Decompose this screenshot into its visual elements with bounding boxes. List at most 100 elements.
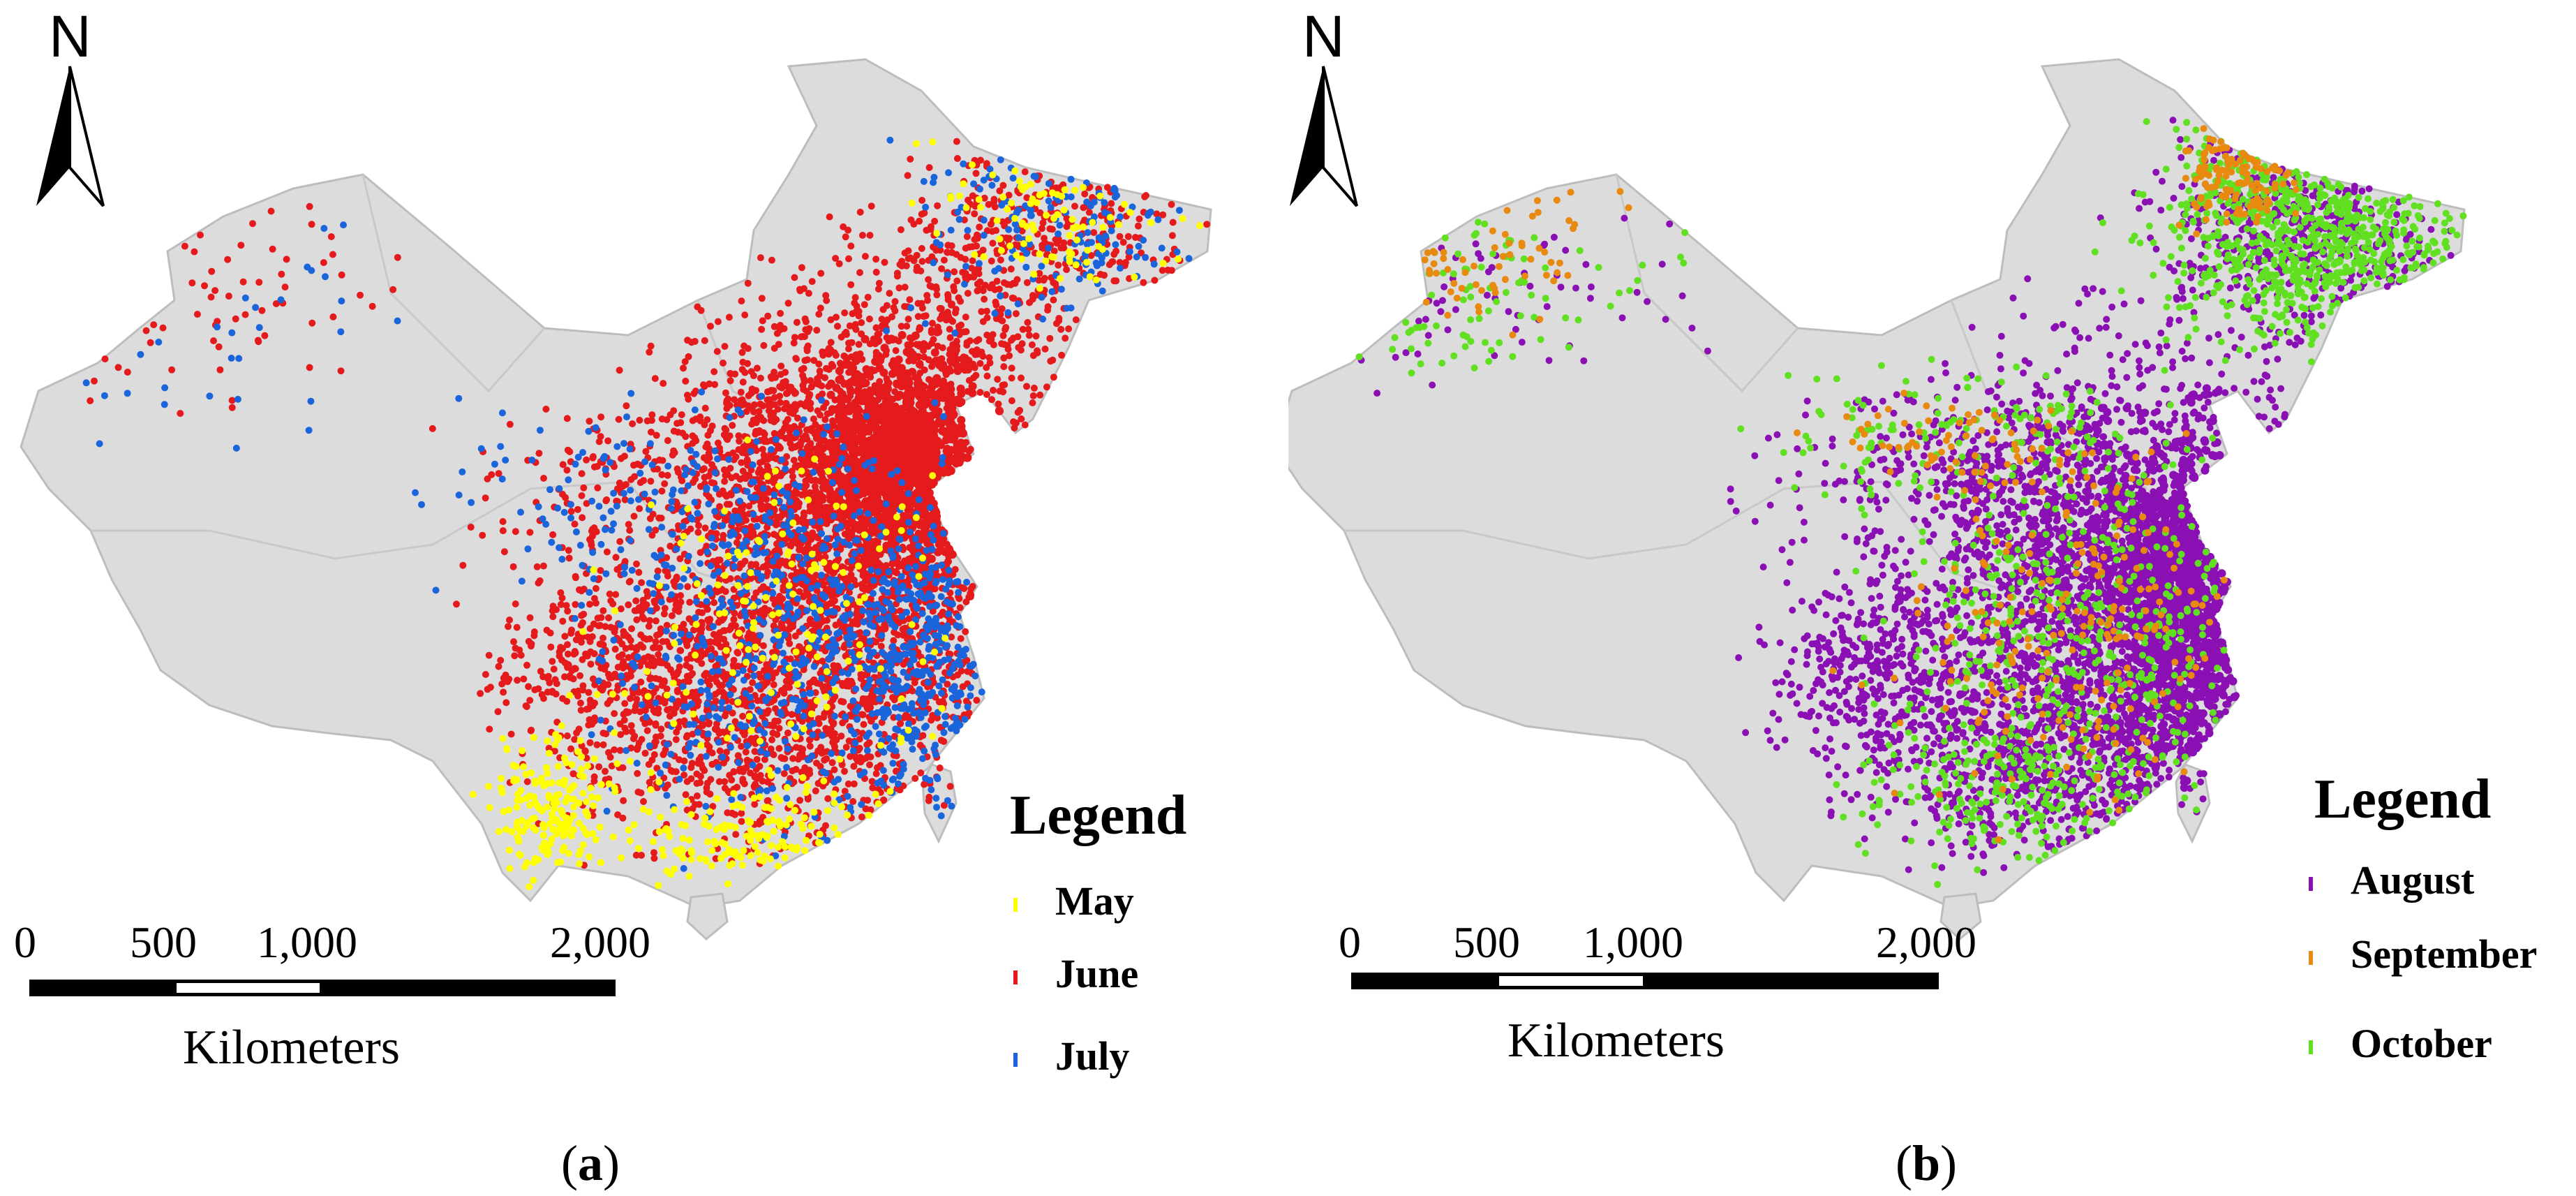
observation-point: [865, 695, 872, 702]
observation-point: [751, 773, 759, 781]
observation-point: [810, 415, 817, 423]
observation-point: [847, 712, 855, 720]
observation-point: [710, 599, 718, 607]
observation-point: [834, 323, 841, 330]
observation-point: [695, 756, 703, 764]
observation-point: [683, 392, 691, 399]
observation-point: [768, 256, 775, 264]
observation-point: [600, 634, 606, 642]
observation-point: [864, 797, 872, 804]
observation-point: [561, 633, 569, 640]
observation-point: [740, 443, 747, 451]
observation-point: [835, 375, 844, 384]
observation-point: [794, 414, 801, 422]
observation-point: [831, 743, 839, 751]
observation-point: [557, 600, 565, 608]
observation-points-a: [82, 136, 1211, 891]
observation-point: [819, 657, 826, 665]
observation-point: [597, 614, 605, 621]
observation-point: [675, 679, 683, 686]
observation-point: [537, 667, 544, 675]
observation-point: [847, 242, 855, 250]
observation-point: [819, 390, 826, 398]
observation-point: [851, 501, 859, 510]
observation-point: [874, 764, 881, 772]
observation-point: [580, 484, 588, 492]
observation-point: [856, 744, 863, 752]
observation-point: [551, 747, 558, 755]
observation-point: [632, 597, 640, 605]
observation-point: [730, 768, 738, 776]
observation-point: [611, 746, 618, 753]
observation-point: [877, 642, 885, 650]
observation-point: [928, 452, 937, 462]
observation-point: [783, 453, 791, 460]
observation-point: [652, 644, 660, 651]
observation-point: [590, 595, 598, 603]
observation-point: [898, 331, 907, 339]
observation-point: [899, 512, 908, 521]
observation-point: [605, 748, 612, 756]
observation-point: [847, 530, 856, 539]
observation-point: [572, 574, 579, 582]
observation-point: [708, 760, 716, 768]
observation-point: [634, 744, 641, 751]
observation-point: [661, 480, 669, 487]
observation-point: [776, 399, 784, 406]
observation-point: [686, 598, 694, 606]
observation-point: [868, 778, 876, 785]
observation-point: [673, 704, 680, 711]
observation-point: [484, 475, 491, 482]
observation-point: [948, 633, 955, 641]
observation-point: [652, 617, 660, 625]
observation-point: [600, 607, 607, 614]
observation-point: [602, 767, 609, 775]
observation-point: [881, 258, 888, 266]
observation-point: [628, 728, 636, 735]
observation-point: [589, 675, 597, 683]
observation-point: [640, 635, 648, 642]
observation-point: [708, 479, 715, 487]
observation-point: [789, 473, 796, 480]
observation-point: [683, 661, 690, 669]
observation-point: [727, 464, 734, 472]
observation-point: [930, 348, 939, 357]
observation-point: [845, 345, 852, 353]
observation-point: [535, 579, 542, 586]
observation-point: [906, 296, 914, 304]
observation-point: [891, 297, 899, 305]
observation-point: [753, 364, 761, 372]
observation-point: [798, 264, 805, 272]
observation-point: [689, 688, 697, 696]
observation-point: [579, 633, 586, 640]
observation-point: [707, 776, 715, 783]
observation-point: [805, 736, 813, 744]
observation-point: [827, 316, 835, 323]
observation-point: [547, 643, 555, 651]
observation-point: [720, 759, 727, 767]
observation-point: [812, 496, 821, 505]
observation-point: [895, 560, 904, 569]
observation-point: [850, 780, 858, 788]
observation-point: [789, 623, 797, 630]
observation-point: [824, 347, 831, 355]
observation-point: [806, 391, 814, 399]
observation-point: [845, 255, 852, 263]
observation-point: [786, 640, 794, 647]
observation-point: [842, 744, 850, 751]
observation-point: [732, 831, 740, 839]
observation-point: [664, 437, 671, 444]
observation-point: [822, 822, 829, 829]
observation-point: [843, 523, 851, 531]
observation-point: [791, 334, 798, 341]
observation-point: [673, 465, 681, 473]
observation-point: [586, 600, 593, 608]
observation-point: [738, 818, 745, 825]
observation-point: [557, 589, 565, 596]
observation-point: [830, 719, 837, 727]
observation-point: [714, 318, 722, 325]
observation-point: [588, 633, 596, 640]
observation-point: [891, 696, 898, 704]
observation-point: [767, 412, 775, 420]
observation-point: [597, 567, 604, 575]
